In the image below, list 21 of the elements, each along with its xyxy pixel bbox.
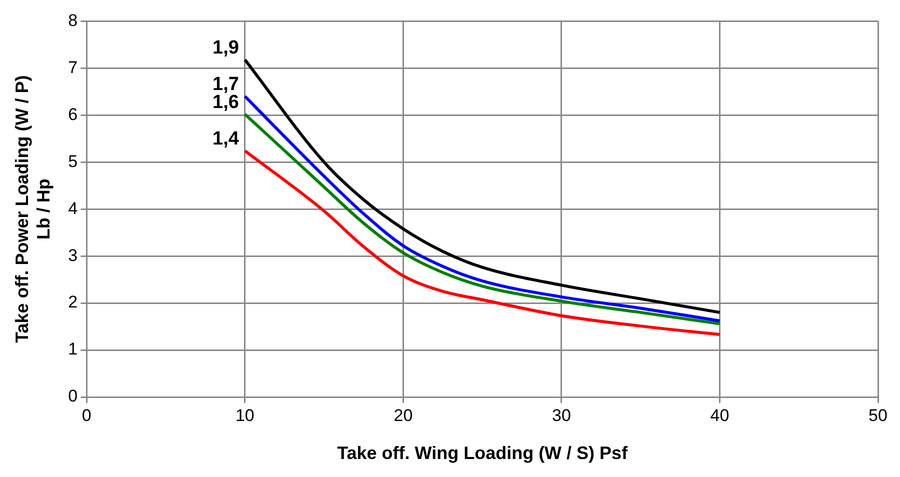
- x-tick-label: 0: [82, 406, 92, 425]
- x-tick-label: 20: [394, 406, 413, 425]
- x-tick-label: 10: [235, 406, 254, 425]
- y-tick-label: 0: [68, 386, 78, 406]
- x-axis-title: Take off. Wing Loading (W / S) Psf: [337, 443, 629, 464]
- x-tick-label: 40: [710, 406, 730, 425]
- x-tick-label: 50: [868, 406, 888, 425]
- line-series: [243, 149, 722, 336]
- y-tick-label: 7: [68, 58, 78, 77]
- y-tick-label: 5: [68, 152, 78, 171]
- y-tick-label: 2: [68, 292, 78, 312]
- x-tick-label: 30: [552, 406, 571, 425]
- series-label: 1,4: [212, 128, 240, 150]
- y-axis-title: Take off. Power Loading (W / P) Lb / Hp: [12, 75, 54, 343]
- y-tick-label: 3: [68, 246, 78, 265]
- y-tick-label: 6: [68, 104, 78, 124]
- series-label: 1,9: [212, 37, 239, 58]
- y-tick-label: 8: [68, 10, 78, 30]
- y-tick-label: 1: [68, 340, 78, 359]
- y-tick-label: 4: [68, 198, 78, 218]
- line-series: [243, 58, 722, 314]
